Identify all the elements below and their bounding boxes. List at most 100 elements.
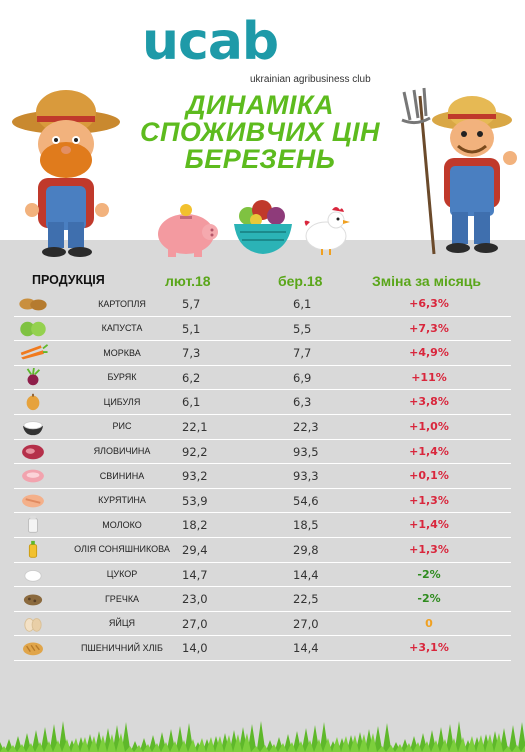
oil-icon (28, 540, 38, 558)
table-row: КУРЯТИНА 53,9 54,6 +1,3% (14, 489, 511, 514)
price-feb: 92,2 (182, 444, 208, 459)
header-mar: бер.18 (278, 273, 323, 289)
price-mar: 14,4 (293, 641, 319, 656)
beet-icon (26, 367, 41, 386)
carrot-icon (20, 344, 49, 360)
price-feb: 93,2 (182, 469, 208, 484)
price-feb: 14,0 (182, 641, 208, 656)
table-row: КАПУСТА 5,1 5,5 +7,3% (14, 317, 511, 342)
cabbage-icon (20, 321, 46, 336)
product-name: БУРЯК (107, 372, 137, 383)
title-line-1: ДИНАМІКА (185, 90, 334, 120)
product-name: КАРТОПЛЯ (98, 298, 146, 309)
ucab-logo: ucab ukrainian agribusiness club (142, 14, 402, 94)
table-row: ПШЕНИЧНИЙ ХЛІБ 14,0 14,4 +3,1% (14, 636, 511, 661)
price-feb: 22,1 (182, 419, 208, 434)
salad-bowl-icon (234, 200, 292, 254)
table-header: ПРОДУКЦІЯ лют.18 бер.18 Зміна за місяць (0, 273, 525, 295)
product-name: ЯЛОВИЧИНА (93, 446, 151, 457)
table-row: ОЛІЯ СОНЯШНИКОВА 29,4 29,8 +1,3% (14, 538, 511, 563)
price-feb: 5,7 (182, 297, 201, 311)
product-name: РИС (112, 421, 132, 432)
price-change: +1,4% (409, 444, 449, 458)
logo-word: ucab (142, 12, 279, 72)
bread-icon (23, 642, 43, 656)
product-name: ОЛІЯ СОНЯШНИКОВА (74, 544, 170, 555)
price-change: +1,4% (409, 518, 449, 532)
product-name: СВИНИНА (99, 470, 145, 481)
table-row: ЦИБУЛЯ 6,1 6,3 +3,8% (14, 390, 511, 415)
price-feb: 29,4 (182, 542, 208, 557)
price-mar: 54,6 (293, 493, 319, 508)
product-name: МОРКВА (103, 347, 141, 358)
price-change: +1,0% (409, 419, 449, 433)
price-mar: 93,5 (293, 444, 319, 459)
table-row: ЦУКОР 14,7 14,4 -2% (14, 563, 511, 588)
price-change: +11% (411, 370, 447, 384)
header-product: ПРОДУКЦІЯ (32, 273, 105, 287)
table-row: РИС 22,1 22,3 +1,0% (14, 415, 511, 440)
table-row: ЯЛОВИЧИНА 92,2 93,5 +1,4% (14, 440, 511, 465)
price-change: +4,9% (409, 346, 449, 360)
pork-icon (22, 469, 44, 483)
price-feb: 27,0 (182, 616, 208, 631)
table-row: КАРТОПЛЯ 5,7 6,1 +6,3% (14, 292, 511, 317)
page-title: ДИНАМІКА СПОЖИВЧИХ ЦІН БЕРЕЗЕНЬ (130, 92, 390, 173)
price-mar: 6,3 (293, 395, 312, 410)
header-change: Зміна за місяць (372, 273, 482, 289)
grass-icon (0, 721, 525, 752)
table-row: МОРКВА 7,3 7,7 +4,9% (14, 341, 511, 366)
price-table: КАРТОПЛЯ 5,7 6,1 +6,3% КАПУСТА 5,1 5,5 +7,3% МОР… (14, 292, 511, 661)
table-row: СВИНИНА 93,2 93,3 +0,1% (14, 464, 511, 489)
price-mar: 5,5 (293, 321, 312, 336)
sugar-icon (24, 569, 42, 582)
price-change: +0,1% (409, 469, 449, 483)
title-line-3: БЕРЕЗЕНЬ (184, 144, 336, 174)
price-feb: 5,1 (182, 321, 201, 336)
title-line-2: СПОЖИВЧИХ ЦІН (139, 117, 381, 147)
price-change: +6,3% (409, 297, 449, 310)
product-name: ГРЕЧКА (104, 593, 140, 604)
hen-icon (304, 207, 350, 255)
price-change: 0 (425, 616, 433, 630)
price-feb: 6,2 (182, 370, 201, 385)
price-feb: 7,3 (182, 346, 201, 361)
price-feb: 23,0 (182, 592, 208, 607)
price-change: +1,3% (409, 542, 449, 556)
price-feb: 53,9 (182, 493, 208, 508)
farmer-left-icon (12, 90, 120, 257)
potato-icon (19, 298, 47, 311)
table-row: ГРЕЧКА 23,0 22,5 -2% (14, 587, 511, 612)
price-change: +3,8% (409, 395, 449, 409)
price-feb: 18,2 (182, 518, 208, 533)
price-mar: 6,9 (293, 370, 312, 385)
price-mar: 18,5 (293, 518, 319, 533)
header-feb: лют.18 (165, 273, 211, 289)
product-name: ПШЕНИЧНИЙ ХЛІБ (81, 642, 163, 653)
farmer-right-icon (401, 87, 517, 255)
price-mar: 27,0 (293, 616, 319, 631)
rice-icon (23, 421, 43, 436)
milk-icon (28, 516, 38, 534)
price-mar: 22,5 (293, 592, 319, 607)
piggy-bank-icon (158, 204, 218, 257)
price-mar: 22,3 (293, 419, 319, 434)
product-name: ЦУКОР (106, 569, 138, 580)
eggs-icon (24, 617, 42, 632)
price-change: +3,1% (409, 641, 449, 655)
product-name: ЯЙЦЯ (108, 618, 136, 629)
price-change: -2% (417, 592, 441, 606)
price-change: +7,3% (409, 321, 449, 335)
price-feb: 14,7 (182, 567, 208, 582)
price-mar: 14,4 (293, 567, 319, 582)
price-change: -2% (417, 567, 441, 581)
price-mar: 7,7 (293, 346, 312, 361)
price-feb: 6,1 (182, 395, 201, 410)
product-name: МОЛОКО (102, 519, 142, 530)
product-name: ЦИБУЛЯ (103, 396, 141, 407)
price-mar: 29,8 (293, 542, 319, 557)
price-change: +1,3% (409, 493, 449, 507)
logo-subtitle: ukrainian agribusiness club (250, 74, 371, 85)
table-row: ЯЙЦЯ 27,0 27,0 0 (14, 612, 511, 637)
